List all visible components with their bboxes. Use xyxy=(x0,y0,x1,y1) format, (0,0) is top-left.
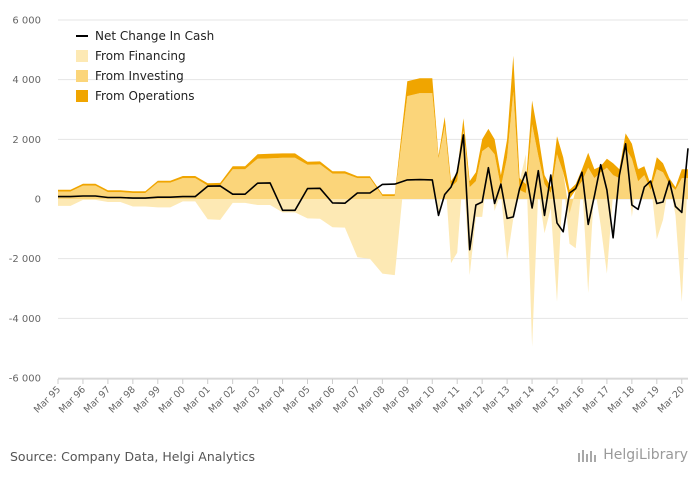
x-tick-label: Mar 97 xyxy=(82,384,113,415)
legend-label: From Operations xyxy=(95,89,195,103)
x-tick-label: Mar 03 xyxy=(232,384,263,415)
y-tick-label: -4 000 xyxy=(9,314,41,325)
x-tick-label: Mar 13 xyxy=(481,384,512,415)
x-tick-label: Mar 99 xyxy=(132,384,163,415)
legend-swatch xyxy=(76,70,88,82)
x-tick-label: Mar 02 xyxy=(207,384,238,415)
legend-label: From Financing xyxy=(95,49,186,63)
x-tick-label: Mar 19 xyxy=(631,384,662,415)
library-icon xyxy=(578,450,597,462)
area-from-investing xyxy=(58,91,688,214)
line-net-change-in-cash xyxy=(58,134,689,251)
brand-logo: HelgiLibrary xyxy=(577,447,688,463)
legend-label: From Investing xyxy=(95,69,184,83)
x-tick-label: Mar 09 xyxy=(381,384,412,415)
line-series xyxy=(58,134,689,251)
x-tick-label: Mar 12 xyxy=(456,384,487,415)
y-axis: 6 000 4 000 2 000 0 -2 000 -4 000 -6 000 xyxy=(9,16,41,385)
y-tick-label: 0 xyxy=(35,195,41,206)
x-tick-label: Mar 15 xyxy=(531,384,562,415)
area-series xyxy=(58,55,688,347)
x-tick-label: Mar 96 xyxy=(57,384,88,415)
x-tick-label: Mar 11 xyxy=(431,384,462,415)
x-tick-label: Mar 20 xyxy=(656,384,687,415)
x-tick-label: Mar 00 xyxy=(157,384,188,415)
x-tick-label: Mar 04 xyxy=(257,384,288,415)
source-note: Source: Company Data, Helgi Analytics xyxy=(10,449,256,464)
x-tick-label: Mar 06 xyxy=(306,384,337,415)
x-tick-label: Mar 10 xyxy=(406,384,437,415)
x-tick-label: Mar 05 xyxy=(281,384,312,415)
x-tick-label: Mar 16 xyxy=(556,384,587,415)
x-tick-label: Mar 17 xyxy=(581,384,612,415)
legend-swatch xyxy=(76,50,88,62)
area-from-financing xyxy=(58,146,688,347)
y-tick-label: 2 000 xyxy=(12,135,41,146)
y-tick-label: 4 000 xyxy=(12,75,41,86)
legend-label: Net Change In Cash xyxy=(95,29,214,43)
x-tick-label: Mar 08 xyxy=(356,384,387,415)
legend: Net Change In Cash From Financing From Inv… xyxy=(76,29,214,103)
x-tick-label: Mar 14 xyxy=(506,384,537,415)
x-tick-label: Mar 18 xyxy=(606,384,637,415)
x-tick-label: Mar 07 xyxy=(331,384,362,415)
brand-name: HelgiLibrary xyxy=(603,447,688,463)
x-tick-label: Mar 98 xyxy=(107,384,138,415)
y-tick-label: -6 000 xyxy=(9,374,41,385)
x-tick-label: Mar 95 xyxy=(32,384,63,415)
x-tick-label: Mar 01 xyxy=(182,384,213,415)
legend-swatch xyxy=(76,90,88,102)
y-tick-label: 6 000 xyxy=(12,16,41,27)
y-tick-label: -2 000 xyxy=(9,254,41,265)
